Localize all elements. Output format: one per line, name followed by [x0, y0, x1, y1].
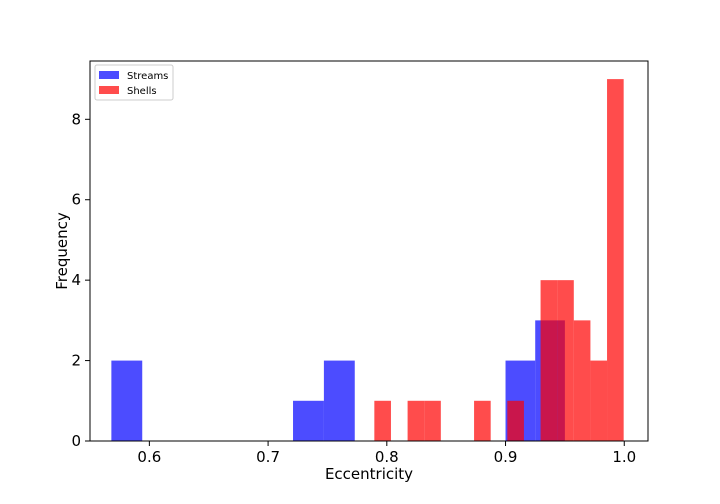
x-axis-ticks: 0.6 0.7 0.8 0.9 1.0	[137, 441, 636, 466]
histogram-bar	[540, 280, 558, 441]
y-tick-label: 2	[71, 352, 81, 370]
histogram-bar	[407, 400, 425, 441]
x-axis-label: Eccentricity	[325, 465, 413, 483]
x-tick-label: 0.9	[494, 448, 518, 466]
histogram-bar	[573, 320, 591, 441]
legend: Streams Shells	[94, 64, 174, 101]
x-tick-label: 0.7	[256, 448, 280, 466]
y-tick-label: 4	[71, 271, 81, 289]
histogram-bar	[590, 360, 608, 441]
histogram-bar	[607, 79, 624, 441]
histogram-bar	[111, 360, 143, 441]
x-tick-label: 0.6	[137, 448, 161, 466]
histogram-bar	[557, 280, 574, 441]
legend-swatch-shells	[99, 86, 119, 94]
histogram-bar	[374, 400, 391, 441]
legend-swatch-streams	[99, 71, 119, 79]
y-tick-label: 6	[71, 191, 81, 209]
histogram-bar	[507, 400, 524, 441]
y-axis-ticks: 0 2 4 6 8	[71, 110, 90, 450]
plot-frame	[89, 60, 649, 442]
histogram-bar	[293, 400, 324, 441]
legend-label-shells: Shells	[127, 86, 157, 97]
x-tick-label: 1.0	[612, 448, 636, 466]
histogram-bar	[474, 400, 491, 441]
series-shells	[374, 79, 624, 441]
bars-layer	[111, 79, 624, 441]
y-tick-label: 0	[71, 432, 81, 450]
y-axis-label: Frequency	[53, 212, 71, 290]
y-tick-label: 8	[71, 110, 81, 128]
legend-label-streams: Streams	[127, 71, 168, 82]
x-tick-label: 0.8	[375, 448, 399, 466]
histogram-bar	[323, 360, 355, 441]
histogram-bar	[424, 400, 441, 441]
